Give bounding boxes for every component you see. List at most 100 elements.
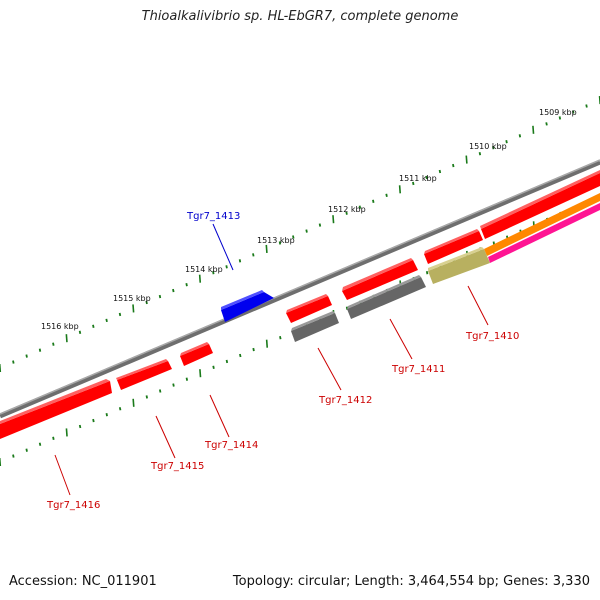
scale-major-tick xyxy=(465,155,468,164)
gene-label-tgr7-1413[interactable]: Tgr7_1413 xyxy=(186,211,240,222)
leader-tgr7-1413 xyxy=(212,223,234,271)
scale-dot xyxy=(212,271,215,275)
scale-label-1513: 1513 kbp xyxy=(257,236,295,245)
scale-dot xyxy=(452,163,455,168)
scale-dot xyxy=(372,199,375,203)
scale-dot xyxy=(25,448,28,452)
map-title: Thioalkalivibrio sp. HL-EbGR7, complete … xyxy=(141,9,459,24)
scale-dot xyxy=(318,223,322,227)
gene-tgr7-1410-red[interactable] xyxy=(424,229,483,264)
scale-dot xyxy=(78,424,82,429)
scale-dot xyxy=(145,300,148,305)
leader-tgr7-1414 xyxy=(209,394,230,438)
leader-tgr7-1416 xyxy=(54,454,71,496)
scale-major-tick xyxy=(532,125,535,134)
scale-dot xyxy=(518,134,522,138)
scale-major-tick xyxy=(332,215,335,224)
scale-dot xyxy=(118,407,122,411)
gene-label-tgr7-1416[interactable]: Tgr7_1416 xyxy=(46,500,100,511)
scale-dot xyxy=(225,359,229,364)
leader-tgr7-1415 xyxy=(155,415,176,459)
scale-label-1512: 1512 kbp xyxy=(328,205,366,214)
scale-dot xyxy=(385,193,388,198)
scale-dot xyxy=(292,235,295,239)
scale-dot xyxy=(105,412,108,417)
scale-dot xyxy=(558,116,562,120)
gene-label-tgr7-1410[interactable]: Tgr7_1410 xyxy=(465,331,519,342)
scale-dot xyxy=(572,110,575,114)
scale-dot xyxy=(92,324,95,328)
leader-tgr7-1411 xyxy=(389,318,413,360)
scale-dot xyxy=(345,211,348,215)
scale-dot xyxy=(105,318,108,323)
gene-tgr7-1416[interactable] xyxy=(0,379,112,439)
gene-tgr7-1414[interactable] xyxy=(180,342,213,366)
scale-major-tick xyxy=(65,428,68,437)
gene-orange[interactable] xyxy=(484,193,600,256)
scale-dot xyxy=(185,377,189,381)
scale-label-1515: 1515 kbp xyxy=(113,294,151,303)
scale-dot xyxy=(12,454,15,458)
scale-dot xyxy=(38,442,42,446)
scale-label-1510: 1510 kbp xyxy=(469,142,507,151)
scale-dot xyxy=(52,436,55,441)
gene-label-tgr7-1412[interactable]: Tgr7_1412 xyxy=(318,395,372,406)
scale-dot xyxy=(438,169,442,174)
scale-major-tick xyxy=(398,185,402,194)
scale-dot xyxy=(358,205,362,209)
scale-dot xyxy=(92,418,95,423)
scale-label-1514: 1514 kbp xyxy=(185,265,223,274)
scale-major-tick xyxy=(265,339,269,348)
gene-tgr7-1412-gray[interactable] xyxy=(291,311,339,342)
scale-dot xyxy=(412,181,415,186)
gene-tgr7-1413[interactable] xyxy=(221,290,274,322)
scale-dot xyxy=(172,288,175,293)
scale-dot xyxy=(585,104,588,108)
scale-dot xyxy=(478,151,482,156)
genome-info-text: Topology: circular; Length: 3,464,554 bp… xyxy=(232,574,590,589)
scale-dot xyxy=(158,294,162,299)
scale-dot xyxy=(12,360,15,364)
scale-dot xyxy=(492,146,495,150)
scale-dot xyxy=(38,348,42,352)
scale-major-tick xyxy=(65,334,68,343)
scale-label-1509: 1509 kbp xyxy=(539,108,577,117)
scale-label-1511: 1511 kbp xyxy=(399,174,437,183)
scale-dot xyxy=(492,241,496,245)
scale-dot xyxy=(25,354,28,358)
scale-dot xyxy=(172,383,175,387)
scale-label-1516: 1516 kbp xyxy=(41,322,79,331)
gene-label-tgr7-1411[interactable]: Tgr7_1411 xyxy=(391,364,445,375)
gene-tgr7-1412[interactable] xyxy=(286,294,332,323)
scale-major-tick xyxy=(265,244,268,253)
scale-dot xyxy=(279,336,282,340)
scale-dot xyxy=(425,175,428,180)
scale-dot xyxy=(118,312,122,317)
scale-dot xyxy=(145,395,149,399)
scale-major-tick xyxy=(198,274,202,283)
accession-text: Accession: NC_011901 xyxy=(9,574,157,589)
gene-label-tgr7-1414[interactable]: Tgr7_1414 xyxy=(204,440,258,451)
scale-major-tick xyxy=(132,398,135,407)
gene-tgr7-1411-red[interactable] xyxy=(342,258,418,300)
gene-red-right[interactable] xyxy=(480,170,600,239)
scale-dot xyxy=(305,229,308,233)
scale-major-tick xyxy=(199,369,202,378)
scale-dot xyxy=(238,259,242,263)
gene-tgr7-1411[interactable] xyxy=(347,275,426,319)
gene-pink[interactable] xyxy=(488,203,600,263)
outer-scale-dots xyxy=(0,96,600,373)
gene-label-tgr7-1415[interactable]: Tgr7_1415 xyxy=(150,461,204,472)
scale-dot xyxy=(545,122,548,126)
scale-dot xyxy=(78,330,82,334)
gene-tgr7-1415[interactable] xyxy=(116,359,172,390)
scale-dot xyxy=(252,253,255,257)
scale-dot xyxy=(52,342,55,346)
gene-tgr7-1410[interactable] xyxy=(428,247,490,284)
scale-dot xyxy=(425,270,429,275)
scale-dot xyxy=(252,347,255,352)
scale-dot xyxy=(212,365,215,370)
scale-dot xyxy=(239,353,242,358)
scale-major-tick xyxy=(132,304,135,313)
